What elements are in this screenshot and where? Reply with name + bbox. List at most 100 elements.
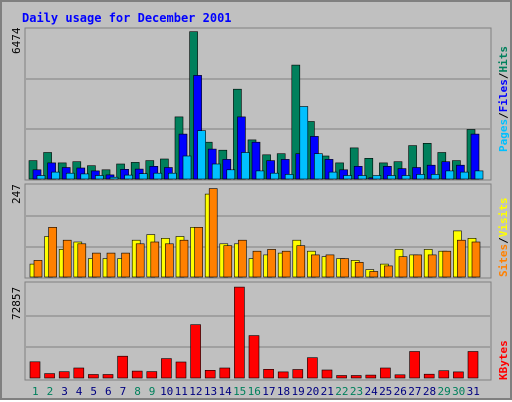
bar-sites-day-29 [442,250,452,278]
day-label-21: 21 [321,385,334,398]
bar-sites-day-6 [106,252,116,278]
bar-sites-day-27 [413,254,422,278]
bar-sites-day-19 [296,245,306,278]
day-label-7: 7 [120,385,127,398]
bar-kbytes-day-3 [58,371,70,379]
day-label-30: 30 [452,385,465,398]
bar-kbytes-day-27 [409,351,420,379]
bar-sites-day-20 [311,254,320,278]
bar-kbytes-day-14 [219,367,231,379]
bar-pages-day-24 [372,175,382,180]
bar-kbytes-day-16 [248,335,260,379]
legend-separator: / [497,112,510,119]
day-label-25: 25 [379,385,392,398]
bar-sites-day-18 [281,250,291,278]
legend-separator: / [497,237,510,244]
bar-pages-day-27 [416,174,425,180]
bar-sites-day-24 [369,271,379,278]
bar-sites-day-28 [427,254,437,278]
bar-kbytes-day-23 [350,375,362,379]
bar-pages-day-11 [182,155,192,180]
bar-sites-day-8 [135,243,145,278]
bar-kbytes-day-15 [234,286,245,379]
chart-title: Daily usage for December 2001 [22,11,232,25]
legend-separator: / [497,72,510,79]
day-label-1: 1 [32,385,39,398]
day-label-18: 18 [277,385,290,398]
legend-sites-visits: Sites/Visits [497,198,510,278]
bar-kbytes-day-29 [438,370,450,379]
legend-pages: Pages [497,119,510,152]
day-label-9: 9 [149,385,156,398]
bar-sites-day-14 [223,245,233,278]
bar-kbytes-day-11 [175,361,187,379]
bar-pages-day-12 [197,130,206,180]
day-label-15: 15 [233,385,246,398]
day-label-27: 27 [408,385,421,398]
bar-pages-day-5 [95,175,104,180]
bar-kbytes-day-7 [117,355,128,379]
gridlines [26,78,490,348]
bar-pages-day-14 [226,169,236,180]
y-max-label-hits: 6474 [10,27,23,54]
day-label-28: 28 [423,385,436,398]
day-label-20: 20 [306,385,319,398]
bar-pages-day-28 [430,174,440,180]
legend-sites: Sites [497,244,510,277]
bar-kbytes-day-5 [88,374,99,379]
day-label-5: 5 [90,385,97,398]
bar-kbytes-day-8 [131,370,143,379]
bar-pages-day-23 [357,175,367,180]
bar-pages-day-2 [51,171,60,180]
bar-pages-day-21 [328,171,338,180]
bar-sites-day-1 [33,260,43,278]
legend-kbytes: KBytes [497,340,510,380]
bar-pages-day-10 [168,172,177,180]
bar-pages-day-25 [387,175,396,180]
bar-kbytes-day-9 [146,371,158,379]
legend-visits: Visits [497,198,510,238]
bar-pages-day-4 [80,173,90,180]
bar-sites-day-31 [471,241,481,278]
bar-sites-day-21 [325,254,335,278]
bar-sites-day-30 [457,239,466,278]
day-label-11: 11 [175,385,188,398]
y-max-label-kbytes: 72857 [10,287,23,320]
day-label-26: 26 [394,385,407,398]
bar-sites-day-2 [48,227,57,278]
day-label-6: 6 [105,385,112,398]
bar-sites-day-7 [121,252,130,278]
legend-files: Files [497,79,510,112]
bar-pages-day-6 [109,176,119,180]
bar-sites-day-17 [267,249,276,278]
bar-kbytes-day-10 [161,358,172,379]
bar-sites-day-25 [384,265,393,278]
bar-kbytes-day-24 [365,374,377,379]
bar-kbytes-day-30 [453,371,464,379]
bar-pages-day-7 [124,174,133,180]
day-label-13: 13 [204,385,217,398]
day-label-16: 16 [248,385,261,398]
bar-kbytes-day-22 [336,375,347,379]
bar-pages-day-3 [65,172,75,180]
bar-pages-day-13 [211,163,221,180]
bar-pages-day-22 [343,175,352,180]
y-max-label-visits: 247 [10,184,23,204]
legend-hits: Hits [497,46,510,73]
bar-sites-day-15 [238,239,247,278]
day-label-14: 14 [218,385,232,398]
day-label-24: 24 [364,385,378,398]
bar-pages-day-20 [314,153,323,180]
bar-pages-day-8 [138,173,148,180]
day-label-4: 4 [76,385,83,398]
bar-sites-day-9 [150,241,160,278]
day-label-23: 23 [350,385,363,398]
bar-pages-day-26 [401,175,411,180]
bar-sites-day-26 [398,256,408,278]
bar-pages-day-31 [474,170,484,180]
bar-kbytes-day-12 [190,324,201,379]
day-label-19: 19 [291,385,304,398]
bar-sites-day-11 [179,239,189,278]
bar-sites-day-13 [208,188,218,278]
